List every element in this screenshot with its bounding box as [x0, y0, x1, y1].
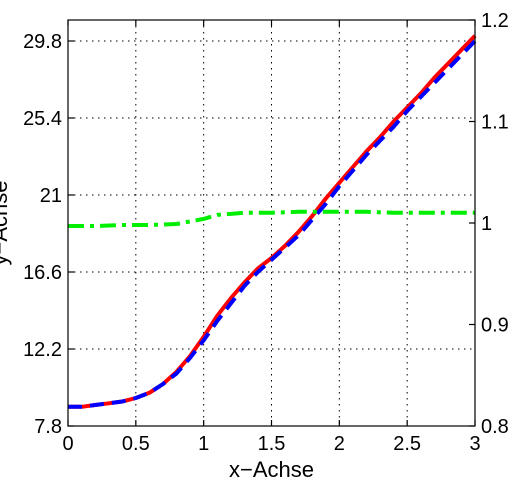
grid-lines [68, 20, 475, 426]
y-right-tick-label: 1 [481, 213, 492, 235]
x-tick-label: 0 [62, 433, 73, 455]
y-right-tick-label: 0.9 [481, 315, 509, 337]
y-left-tick-label: 7.8 [34, 416, 62, 438]
y-right-tick-label: 0.8 [481, 416, 509, 438]
x-tick-label: 1 [198, 433, 209, 455]
y-axis-label: y−Achse [0, 181, 12, 266]
y-right-tick-label: 1.1 [481, 112, 509, 134]
y-left-tick-label: 12.2 [23, 339, 62, 361]
series-line-2 [68, 39, 477, 409]
x-axis-label: x−Achse [229, 457, 314, 482]
x-tick-label: 1.5 [258, 433, 286, 455]
tick-labels: 0 0.5 1 1.5 2 2.5 3 7.8 12.2 16.6 21 25.4 29.8 0.8 0.9… [23, 10, 509, 455]
ticks [67, 19, 476, 427]
x-tick-label: 3 [469, 433, 480, 455]
y-left-tick-label: 25.4 [23, 108, 62, 130]
x-tick-label: 2 [334, 433, 345, 455]
x-tick-label: 2.5 [393, 433, 421, 455]
y-left-tick-label: 16.6 [23, 262, 62, 284]
y-left-tick-label: 21 [40, 185, 62, 207]
y-left-tick-label: 29.8 [23, 31, 62, 53]
series-line-3 [68, 209, 475, 228]
x-tick-label: 0.5 [122, 433, 150, 455]
series-layer [68, 34, 477, 409]
y-right-tick-label: 1.2 [481, 10, 509, 32]
